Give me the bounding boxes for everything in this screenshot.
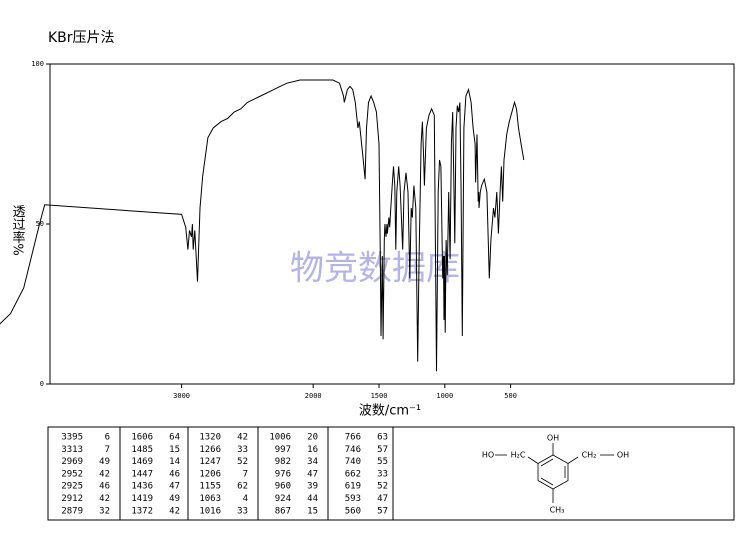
x-tick-label: 1500 [371,392,388,400]
chem-label: CH₂ [582,451,597,460]
table-cell: 1485 [131,445,153,455]
table-cell: 47 [377,494,388,504]
table-dividers [119,427,394,520]
table-cell: 42 [237,433,248,443]
table-cell: 976 [275,469,291,479]
table-cell: 32 [99,506,110,516]
table-cell: 1206 [199,469,221,479]
table-cell: 1372 [131,506,153,516]
table-cell: 1419 [131,494,153,504]
chem-label: HO [482,451,494,460]
table-cell: 2952 [61,469,83,479]
table-cell: 63 [377,433,388,443]
table-cell: 4 [243,494,248,504]
x-tick-label: 2000 [305,392,322,400]
table-cell: 1063 [199,494,221,504]
table-cell: 42 [169,506,180,516]
table-cell: 1266 [199,445,221,455]
table-cell: 62 [237,482,248,492]
table-cell: 64 [169,433,180,443]
table-cell: 924 [275,494,291,504]
table-cell: 1155 [199,482,221,492]
table-cell: 2925 [61,482,83,492]
table-cell: 34 [307,457,318,467]
table-cell: 20 [307,433,318,443]
table-cell: 3395 [61,433,83,443]
chem-label: OH [547,434,559,443]
y-axis-label: 透过率% [10,204,26,255]
table-cell: 42 [99,469,110,479]
table-cell: 16 [307,445,318,455]
table-cell: 1606 [131,433,153,443]
molecule [495,443,614,503]
table-cell: 746 [345,445,361,455]
table-cell: 997 [275,445,291,455]
x-tick-label: 1000 [436,392,453,400]
table-cell: 867 [275,506,291,516]
table-cell: 44 [307,494,318,504]
table-cell: 55 [377,457,388,467]
table-cell: 619 [345,482,361,492]
table-cell: 46 [169,469,180,479]
table-cell: 39 [307,482,318,492]
table-cell: 2912 [61,494,83,504]
table-cell: 47 [169,482,180,492]
spectrum-line [0,79,525,372]
chem-label: H₂C [511,451,526,460]
table-cell: 6 [105,433,110,443]
table-cell: 7 [105,445,110,455]
y-tick-label: 0 [40,380,44,388]
table-cell: 49 [99,457,110,467]
table-cell: 662 [345,469,361,479]
chem-label: CH₃ [550,506,565,515]
table-cell: 46 [99,482,110,492]
table-cell: 960 [275,482,291,492]
x-tick-label: 500 [504,392,517,400]
table-cell: 33 [237,445,248,455]
table-cell: 14 [169,457,180,467]
plot-frame [49,63,735,385]
table-cell: 52 [377,482,388,492]
x-tick-label: 3000 [173,392,190,400]
table-cell: 7 [243,469,248,479]
table-cell: 1447 [131,469,153,479]
table-cell: 2969 [61,457,83,467]
watermark: 物竞数据库 [290,249,460,289]
table-cell: 1320 [199,433,221,443]
x-axis-label: 波数/cm⁻¹ [359,404,421,419]
table-cell: 740 [345,457,361,467]
table-cell: 49 [169,494,180,504]
table-cell: 47 [307,469,318,479]
table-cell: 1436 [131,482,153,492]
table-cell: 766 [345,433,361,443]
table-cell: 57 [377,445,388,455]
table-cell: 1006 [269,433,291,443]
table-cell: 15 [307,506,318,516]
table-cell: 560 [345,506,361,516]
chem-label: OH [617,451,629,460]
y-tick-label: 100 [31,60,44,68]
table-cell: 33 [377,469,388,479]
table-cell: 1016 [199,506,221,516]
table-cell: 2879 [61,506,83,516]
table-frame [47,426,735,521]
table-cell: 593 [345,494,361,504]
table-cell: 3313 [61,445,83,455]
chart-title: KBr压片法 [48,30,115,46]
table-cell: 15 [169,445,180,455]
table-cell: 33 [237,506,248,516]
table-cell: 42 [99,494,110,504]
table-cell: 1247 [199,457,221,467]
table-cell: 57 [377,506,388,516]
table-cell: 1469 [131,457,153,467]
table-cell: 982 [275,457,291,467]
table-cell: 52 [237,457,248,467]
